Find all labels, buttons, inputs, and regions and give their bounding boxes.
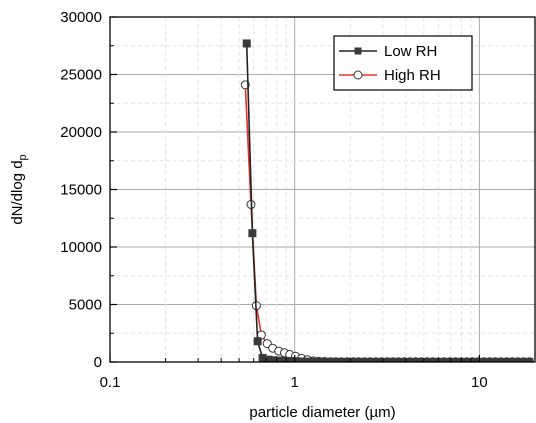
y-axis-title: dN/dlog dp	[9, 154, 29, 224]
y-tick-label: 25000	[60, 67, 102, 84]
series-line	[245, 43, 530, 362]
legend-marker-circle	[353, 70, 363, 80]
data-point-low-rh	[242, 39, 251, 48]
data-point-low-rh	[253, 337, 262, 346]
legend-item: Low RH	[339, 43, 437, 60]
x-axis-title: particle diameter (µm)	[249, 404, 395, 421]
data-point-low-rh	[248, 229, 257, 238]
legend-label: High RH	[384, 67, 441, 84]
y-tick-label: 15000	[60, 182, 102, 199]
y-tick-label: 5000	[69, 297, 102, 314]
y-tick-label: 20000	[60, 124, 102, 141]
legend-label: Low RH	[384, 43, 437, 60]
x-tick-label: 1	[291, 374, 299, 391]
axis-ticks: 0.1 1 10 0 5000 10000 15000 20000 25000 30000	[60, 9, 487, 391]
x-tick-label: 0.1	[100, 374, 121, 391]
x-tick-label: 10	[471, 374, 488, 391]
series-line	[244, 84, 530, 362]
legend: Low RH High RH	[333, 35, 473, 91]
y-axis-title-main: dN/dlog d	[9, 160, 26, 224]
series-layer	[240, 39, 534, 362]
y-axis-title-subscript: p	[17, 154, 29, 160]
y-tick-label: 0	[94, 354, 102, 371]
y-tick-label: 30000	[60, 9, 102, 26]
major-grid	[109, 17, 535, 362]
legend-marker-square	[354, 47, 362, 55]
legend-item: High RH	[339, 67, 441, 84]
series-high-rh	[240, 80, 534, 362]
y-tick-label: 10000	[60, 239, 102, 256]
legend-box	[333, 35, 473, 91]
